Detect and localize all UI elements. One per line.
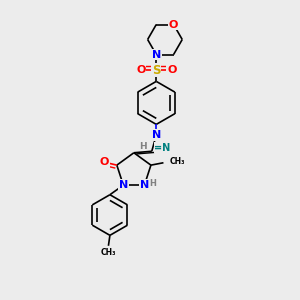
Text: H: H <box>140 142 147 151</box>
Text: N: N <box>152 130 161 140</box>
Text: CH₃: CH₃ <box>101 248 116 257</box>
Text: O: O <box>169 20 178 29</box>
Text: =N: =N <box>154 143 170 153</box>
Text: O: O <box>136 65 146 75</box>
Text: N: N <box>152 50 161 59</box>
Text: O: O <box>167 65 176 75</box>
Text: N: N <box>140 180 149 190</box>
Text: S: S <box>152 64 160 76</box>
Text: O: O <box>100 157 109 167</box>
Text: N: N <box>119 180 128 190</box>
Text: H: H <box>149 179 156 188</box>
Text: CH₃: CH₃ <box>169 157 185 166</box>
